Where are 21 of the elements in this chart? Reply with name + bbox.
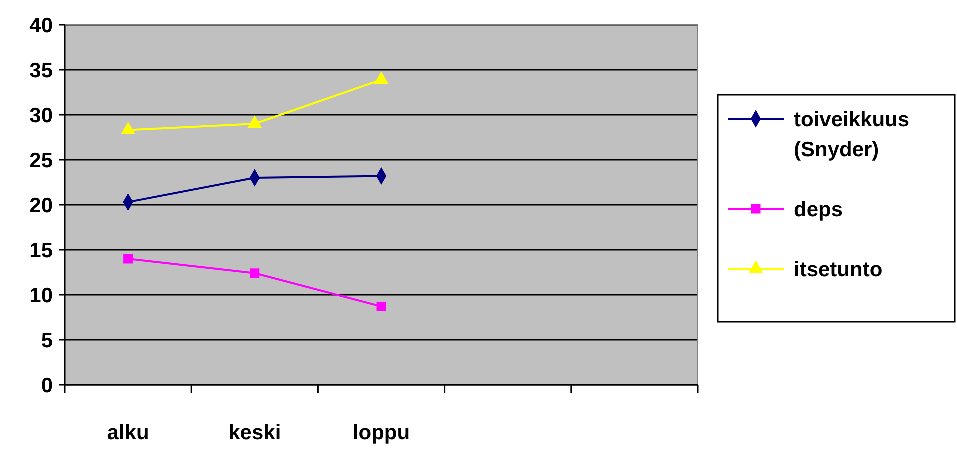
y-tick-label: 40: [30, 14, 53, 38]
point: [121, 122, 136, 134]
point: [376, 302, 386, 312]
point: [374, 72, 389, 84]
y-tick-label: 30: [30, 104, 53, 128]
legend-label: deps: [794, 198, 844, 222]
y-tick-label: 5: [41, 329, 54, 352]
point: [124, 254, 134, 264]
x-tick-label: loppu: [352, 421, 410, 444]
legend-label: itsetunto: [794, 258, 883, 282]
x-tick-label: keski: [228, 421, 282, 444]
y-tick-label: 35: [30, 59, 54, 82]
x-tick-label: alku: [107, 421, 150, 444]
y-tick-label: 10: [30, 284, 53, 308]
y-tick-label: 20: [30, 194, 53, 218]
y-tick-label: 25: [30, 149, 54, 172]
point: [250, 268, 260, 278]
point: [248, 116, 262, 128]
y-tick-label: 15: [30, 239, 54, 262]
y-tick-label: 0: [41, 374, 53, 398]
legend-label: toiveikkuus (Snyder): [794, 108, 910, 162]
